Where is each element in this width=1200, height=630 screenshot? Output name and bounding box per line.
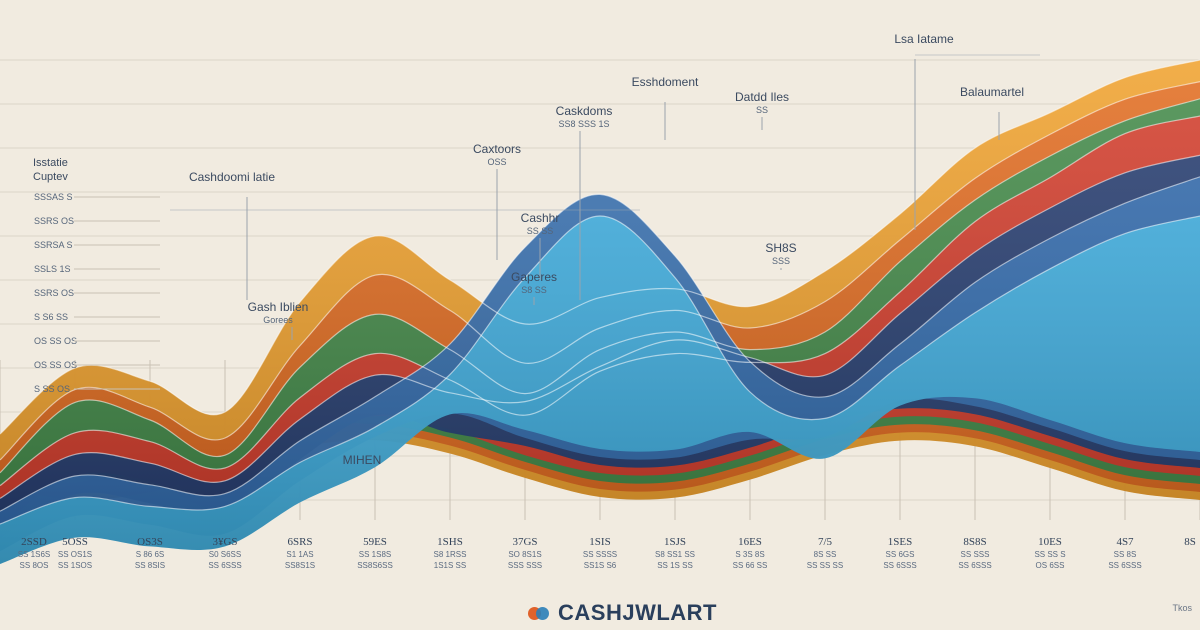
x-tick-sub1: SS OS1S <box>58 550 92 559</box>
x-tick-label: 4S7 <box>1116 536 1134 548</box>
x-tick-sub1: S8 SS1 SS <box>655 550 695 559</box>
x-tick-sub1: SS SSSS <box>583 550 617 559</box>
x-tick-label: 1SHS <box>437 536 463 548</box>
x-tick-sub2: 1S1S SS <box>434 561 466 570</box>
left-label-panel: Isstatie Cuptev SSSAS S SSRS OS SSRSA S SSLS … <box>33 157 160 394</box>
series-line-2 <box>0 81 1200 461</box>
x-tick-sub1: SS 1S8S <box>359 550 391 559</box>
x-tick-sub2: SS8S1S <box>285 561 315 570</box>
x-tick-sub1: SS SSS <box>961 550 990 559</box>
annotation-sub: SSS <box>772 256 790 266</box>
annotation-sub: OSS <box>487 157 506 167</box>
left-subheading: Cuptev <box>33 171 68 183</box>
x-tick-sub2: SS 6SSS <box>958 561 991 570</box>
annotation-title: Balaumartel <box>960 85 1024 99</box>
left-row-label: OS SS OS <box>34 360 77 370</box>
x-tick-label: 7/5 <box>818 536 833 548</box>
x-tick-sub2: SS1S S6 <box>584 561 617 570</box>
annotation-title: Gaperes <box>511 270 557 284</box>
x-tick-sub1: 8S SS <box>814 550 837 559</box>
brand-mark-icon <box>528 604 552 622</box>
annotation-title: Esshdoment <box>632 75 699 89</box>
x-tick-label: 10ES <box>1038 536 1062 548</box>
x-tick-label: 6SRS <box>287 536 312 548</box>
annotation-title: Caskdoms <box>556 104 613 118</box>
x-tick-sub1: SS SS S <box>1034 550 1065 559</box>
left-row-label: S S6 SS <box>34 312 68 322</box>
x-tick-sub2: SS 8OS <box>20 561 49 570</box>
annotation-sub: SS <box>756 105 768 115</box>
x-tick-sub1: S 3S 8S <box>735 550 764 559</box>
annotation-title: Caxtoors <box>473 142 521 156</box>
x-tick-sub1: S 86 6S <box>136 550 164 559</box>
annotation-sub: SS8 SSS 1S <box>558 119 609 129</box>
x-tick-label: 8S <box>1184 536 1196 548</box>
left-row-label: SSRS OS <box>34 216 74 226</box>
left-row-label: SSSAS S <box>34 192 73 202</box>
x-tick-label: 8S8S <box>963 536 986 548</box>
x-tick-label: 1SIS <box>589 536 610 548</box>
x-tick-sub2: SS 6SSS <box>883 561 916 570</box>
brand-name: CASHJWLART <box>558 600 717 625</box>
left-row-label: SSLS 1S <box>34 264 71 274</box>
annotation-sub: SS SS <box>527 226 554 236</box>
x-tick-sub2: SS 6SSS <box>208 561 241 570</box>
annotation-title: MIHEN <box>343 453 382 467</box>
x-tick-label: 5OSS <box>62 536 88 548</box>
x-tick-sub2: SSS SSS <box>508 561 542 570</box>
x-tick-sub2: OS 6SS <box>1036 561 1065 570</box>
series-line-6 <box>0 176 1200 512</box>
x-tick-sub2: SS 66 SS <box>733 561 768 570</box>
left-row-label: OS SS OS <box>34 336 77 346</box>
annotation-title: Datdd Iles <box>735 90 789 104</box>
x-tick-sub2: SS 6SSS <box>1108 561 1141 570</box>
x-tick-sub1: S8 1RSS <box>434 550 467 559</box>
x-tick-sub2: SS 1S SS <box>657 561 693 570</box>
annotation-title: Cashdoomi latie <box>189 170 275 184</box>
brand-logo: CASHJWLART <box>528 600 717 626</box>
left-heading: Isstatie <box>33 157 68 169</box>
corner-note: Tkos <box>1172 603 1192 613</box>
x-tick-label: 59ES <box>363 536 387 548</box>
x-tick-label: 3¥GS <box>212 536 237 548</box>
annotation-title: Cashhr <box>521 211 560 225</box>
annotation-sub: S8 SS <box>521 285 547 295</box>
x-tick-sub2: SS SS SS <box>807 561 843 570</box>
x-tick-sub1: SS 8S <box>1114 550 1137 559</box>
x-tick-label: 1SJS <box>664 536 686 548</box>
x-tick-sub2: SS 1SOS <box>58 561 92 570</box>
annotation-title: Gash Iblien <box>248 300 309 314</box>
series-line-1 <box>0 59 1200 435</box>
x-tick-sub1: SS 1S6S <box>18 550 50 559</box>
x-tick-label: OS3S <box>137 536 163 548</box>
x-tick-sub2: SS 8SIS <box>135 561 165 570</box>
x-tick-label: 1SES <box>888 536 912 548</box>
x-tick-sub1: S1 1AS <box>286 550 313 559</box>
left-row-label: S SS OS <box>34 384 70 394</box>
x-tick-sub2: SS8S6SS <box>357 561 393 570</box>
x-tick-sub1: S0 S6SS <box>209 550 241 559</box>
x-tick-label: 37GS <box>512 536 537 548</box>
series-highlights <box>0 59 1200 525</box>
x-tick-label: 2SSD <box>21 536 47 548</box>
left-row-label: SSRS OS <box>34 288 74 298</box>
left-row-label: SSRSA S <box>34 240 73 250</box>
series-line-7 <box>0 215 1200 525</box>
series-shade-7 <box>0 216 1200 564</box>
x-tick-label: 16ES <box>738 536 762 548</box>
series-line-3 <box>0 98 1200 474</box>
x-axis-ticks: 2SSD SS 1S6S SS 8OS 5OSS SS OS1S SS 1SOS OS3S S… <box>18 536 1196 570</box>
annotation-title: Lsa Iatame <box>894 32 954 46</box>
annotation-sub: Gorees <box>263 315 293 325</box>
x-tick-sub1: SO 8S1S <box>508 550 541 559</box>
series-areas <box>0 60 1200 564</box>
series-line-5 <box>0 154 1200 499</box>
series-line-4 <box>0 115 1200 487</box>
x-tick-sub1: SS 6GS <box>886 550 915 559</box>
annotation-title: SH8S <box>765 241 796 255</box>
